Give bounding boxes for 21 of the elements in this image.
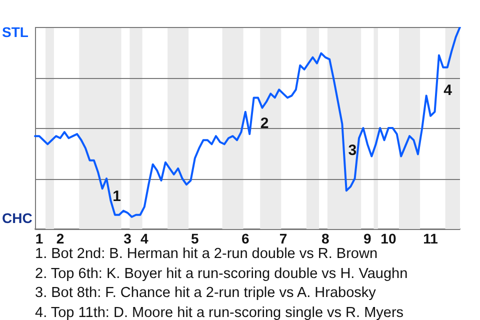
annotation: 2: [260, 115, 269, 132]
x-tick-label: 6: [242, 230, 250, 246]
text: STL: [2, 24, 29, 40]
x-tick-label: 8: [321, 230, 330, 246]
annotation: 3: [348, 142, 357, 159]
x-tick-label: 4: [140, 230, 149, 246]
x-tick-label: 11: [423, 230, 438, 246]
x-tick-label: 2: [56, 230, 64, 246]
x-tick-label: 1: [35, 230, 44, 246]
text: 1. Bot 2nd: B. Herman hit a 2-run double vs R. Brown: [35, 245, 379, 264]
x-tick-label: 3: [124, 230, 132, 246]
text: 2. Top 6th: K. Boyer hit a run-scoring double vs H. Vaughn: [35, 264, 408, 284]
text: CHC: [2, 210, 32, 226]
x-tick-label: 5: [191, 230, 200, 246]
text: 4. Top 11th: D. Moore hit a run-scoring single vs R. Myers: [35, 304, 405, 320]
annotation: 1: [112, 188, 121, 205]
x-tick-label: 9: [364, 230, 372, 246]
annotation: 4: [444, 82, 453, 99]
x-tick-label: 7: [279, 230, 288, 246]
text: 3. Bot 8th: F. Chance hit a 2-run triple vs A. Hrabosky: [35, 284, 377, 304]
x-tick-label: 10: [380, 230, 396, 246]
